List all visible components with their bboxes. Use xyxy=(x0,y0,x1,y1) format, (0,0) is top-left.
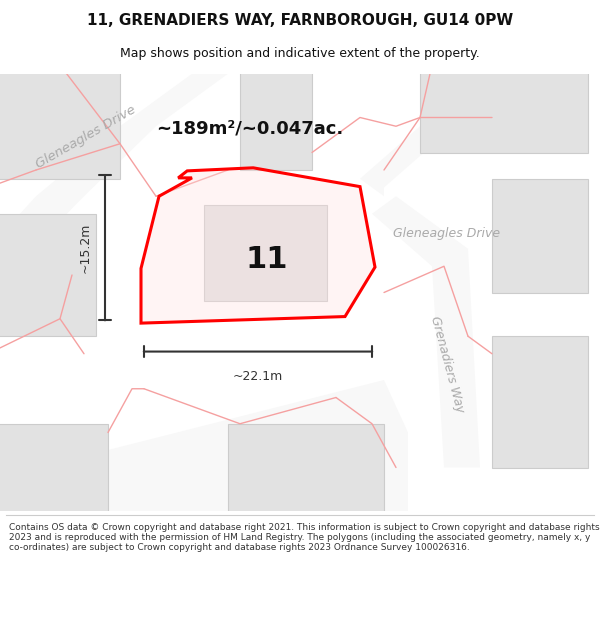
Polygon shape xyxy=(0,424,108,520)
Text: ~15.2m: ~15.2m xyxy=(79,222,92,273)
Text: ~22.1m: ~22.1m xyxy=(233,370,283,383)
Text: Contains OS data © Crown copyright and database right 2021. This information is : Contains OS data © Crown copyright and d… xyxy=(9,522,599,552)
Text: Gleneagles Drive: Gleneagles Drive xyxy=(33,103,137,171)
Polygon shape xyxy=(141,168,375,323)
Polygon shape xyxy=(360,65,456,196)
Polygon shape xyxy=(492,336,588,468)
Text: 11: 11 xyxy=(246,245,288,274)
Polygon shape xyxy=(372,196,480,468)
Polygon shape xyxy=(0,214,96,336)
Text: Map shows position and indicative extent of the property.: Map shows position and indicative extent… xyxy=(120,47,480,59)
Text: ~189m²/~0.047ac.: ~189m²/~0.047ac. xyxy=(156,119,343,138)
Polygon shape xyxy=(228,424,384,520)
Text: Gleneagles Drive: Gleneagles Drive xyxy=(393,227,500,240)
Polygon shape xyxy=(0,65,120,179)
Polygon shape xyxy=(492,179,588,292)
Text: Grenadiers Way: Grenadiers Way xyxy=(428,315,466,414)
Polygon shape xyxy=(240,65,312,170)
Polygon shape xyxy=(204,205,327,301)
Polygon shape xyxy=(420,65,588,152)
Polygon shape xyxy=(0,65,240,275)
Polygon shape xyxy=(108,380,408,520)
Text: 11, GRENADIERS WAY, FARNBOROUGH, GU14 0PW: 11, GRENADIERS WAY, FARNBOROUGH, GU14 0P… xyxy=(87,13,513,28)
